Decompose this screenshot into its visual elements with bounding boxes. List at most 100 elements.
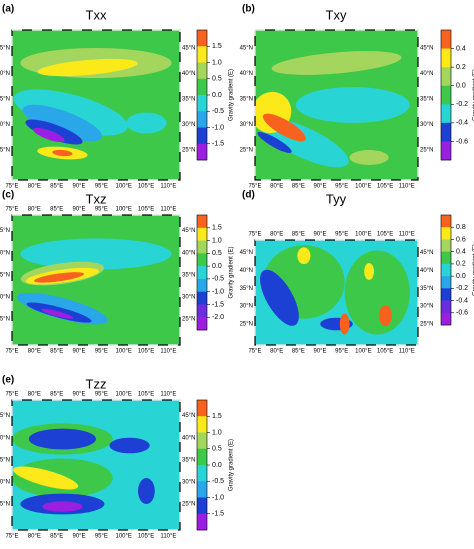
colorbar-segment (197, 78, 207, 96)
contour-region (25, 119, 83, 145)
colorbar-tick-label: -1.5 (212, 301, 224, 308)
lon-label: 95°E (95, 534, 108, 540)
colorbar-frame (196, 214, 208, 331)
contour-region (52, 149, 73, 157)
lon-label: 100°E (355, 232, 371, 238)
colorbar-tick-label: 0.0 (212, 462, 222, 469)
lon-label: 85°E (292, 349, 305, 355)
lat-label: 35°N (182, 97, 195, 103)
map-frame-dash (254, 239, 419, 346)
contour-region (260, 269, 299, 326)
colorbar-segment (197, 432, 207, 450)
panel-label: (c) (2, 190, 14, 201)
lon-label: 110°E (399, 232, 415, 238)
colorbar-tick-label: 1.5 (212, 413, 222, 420)
lon-label: 105°E (138, 207, 154, 213)
lon-label: 100°E (116, 534, 132, 540)
colorbar-segment (441, 251, 451, 265)
colorbar-segment (197, 400, 207, 417)
contour-region (257, 131, 292, 154)
lat-label: 45°N (0, 228, 10, 234)
lon-label: 75°E (5, 184, 18, 190)
colorbar-tick-label: 0.0 (212, 92, 222, 99)
contour-region (297, 247, 311, 265)
lon-label: 95°E (95, 184, 108, 190)
contour-region (339, 313, 350, 335)
lat-label: 40°N (420, 268, 433, 274)
colorbar-label: Gravity gradient (E) (229, 246, 235, 298)
lon-label: 75°E (5, 207, 18, 213)
lon-label: 90°E (313, 349, 326, 355)
lat-label: 30°N (182, 122, 195, 128)
lon-label: 110°E (160, 349, 176, 355)
contour-region (33, 127, 65, 143)
lon-label: 110°E (160, 392, 176, 398)
lat-label: 40°N (0, 250, 10, 256)
lat-label: 30°N (420, 304, 433, 310)
lat-label: 25°N (420, 148, 433, 154)
colorbar-tick-label: 1.0 (212, 429, 222, 436)
lon-label: 75°E (248, 232, 261, 238)
colorbar-segment (197, 253, 207, 267)
map-frame-dash (11, 214, 181, 346)
lon-label: 105°E (377, 232, 393, 238)
colorbar-segment (197, 30, 207, 47)
map-field (12, 30, 180, 180)
colorbar-tick-label: -0.6 (456, 310, 468, 317)
colorbar-segment (441, 67, 451, 87)
map-field (12, 400, 180, 530)
map-frame-dash (11, 29, 181, 181)
colorbar-segment (441, 104, 451, 124)
contour-region (13, 466, 79, 490)
colorbar-segment (441, 239, 451, 252)
lon-label: 110°E (160, 184, 176, 190)
contour-region (138, 478, 155, 504)
lat-label: 25°N (420, 322, 433, 328)
colorbar-segment (197, 465, 207, 482)
lat-label: 40°N (240, 268, 253, 274)
lon-label: 90°E (313, 232, 326, 238)
lat-label: 45°N (0, 46, 10, 52)
contour-region (37, 58, 138, 77)
colorbar-tick-label: 0.2 (456, 261, 466, 268)
colorbar-segment (441, 276, 451, 289)
lat-label: 30°N (182, 479, 195, 485)
contour-region (109, 437, 150, 454)
lat-label: 40°N (420, 71, 433, 77)
colorbar-segment (197, 317, 207, 331)
lat-label: 45°N (240, 46, 253, 52)
colorbar-segment (197, 143, 207, 161)
lat-label: 30°N (420, 122, 433, 128)
colorbar-tick-label: 1.0 (212, 59, 222, 66)
colorbar-tick-label: 0.5 (212, 76, 222, 83)
colorbar-segment (197, 215, 207, 229)
panel-label: (a) (2, 4, 14, 15)
contour-region (41, 308, 74, 319)
lon-label: 95°E (335, 184, 348, 190)
lon-label: 85°E (50, 392, 63, 398)
lon-label: 105°E (138, 392, 154, 398)
map-field (255, 30, 418, 180)
lat-label: 45°N (182, 46, 195, 52)
lon-label: 105°E (377, 349, 393, 355)
colorbar-tick-label: 1.0 (212, 237, 222, 244)
lon-label: 90°E (72, 207, 85, 213)
lon-label: 90°E (72, 392, 85, 398)
lat-label: 35°N (0, 272, 10, 278)
contour-region (295, 87, 410, 123)
panel-label: (d) (242, 190, 255, 201)
lon-label: 80°E (28, 184, 41, 190)
lon-label: 95°E (95, 392, 108, 398)
colorbar-tick-label: 0.5 (212, 250, 222, 257)
lon-label: 80°E (28, 207, 41, 213)
lat-label: 25°N (182, 317, 195, 323)
colorbar-segment (197, 278, 207, 292)
lon-label: 100°E (355, 184, 371, 190)
colorbar-tick-label: 1.5 (212, 43, 222, 50)
colorbar-segment (197, 46, 207, 63)
lon-label: 85°E (50, 349, 63, 355)
lon-label: 90°E (72, 534, 85, 540)
colorbar-segment (441, 288, 451, 301)
colorbar-tick-label: -0.5 (212, 478, 224, 485)
colorbar-segment (197, 304, 207, 318)
